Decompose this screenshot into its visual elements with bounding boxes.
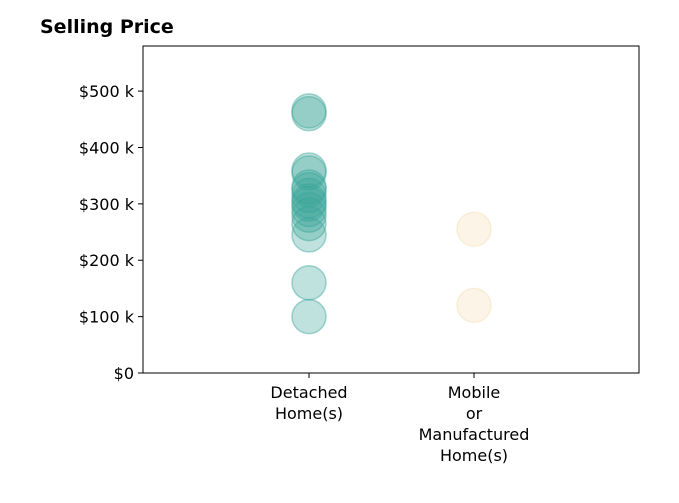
y-axis: $0 $100 k $200 k $300 k $400 k $500 k bbox=[79, 82, 143, 383]
x-tick-label: Manufactured bbox=[419, 425, 530, 444]
x-tick-label: Home(s) bbox=[275, 404, 343, 423]
data-point bbox=[291, 152, 327, 188]
data-point bbox=[291, 183, 327, 219]
x-tick-label: Detached bbox=[270, 383, 347, 402]
x-tick-label: Mobile bbox=[448, 383, 500, 402]
data-point bbox=[456, 211, 492, 247]
x-axis: Detached Home(s) Mobile or Manufactured Home(… bbox=[270, 373, 529, 465]
data-points bbox=[291, 93, 492, 335]
y-tick-label: $500 k bbox=[79, 82, 135, 101]
data-point bbox=[291, 155, 327, 191]
chart-title: Selling Price bbox=[40, 16, 174, 38]
y-tick-label: $100 k bbox=[79, 308, 135, 327]
data-point bbox=[291, 217, 327, 253]
data-point bbox=[291, 172, 327, 208]
x-tick-label: or bbox=[466, 404, 483, 423]
data-point bbox=[291, 95, 327, 132]
data-point bbox=[291, 169, 327, 205]
plot-area-frame bbox=[142, 45, 640, 374]
data-point bbox=[291, 205, 327, 242]
x-tick-label: Home(s) bbox=[440, 446, 508, 465]
y-tick-label: $400 k bbox=[79, 138, 135, 157]
y-tick-label: $0 bbox=[114, 364, 134, 383]
data-point bbox=[291, 265, 327, 301]
data-point bbox=[456, 287, 492, 324]
data-point bbox=[291, 186, 327, 222]
y-tick-label: $200 k bbox=[79, 251, 135, 270]
y-tick-label: $300 k bbox=[79, 195, 135, 214]
data-point bbox=[291, 93, 327, 129]
data-point bbox=[291, 197, 327, 233]
data-point bbox=[291, 298, 327, 335]
data-point bbox=[291, 191, 327, 228]
data-point bbox=[291, 177, 327, 214]
